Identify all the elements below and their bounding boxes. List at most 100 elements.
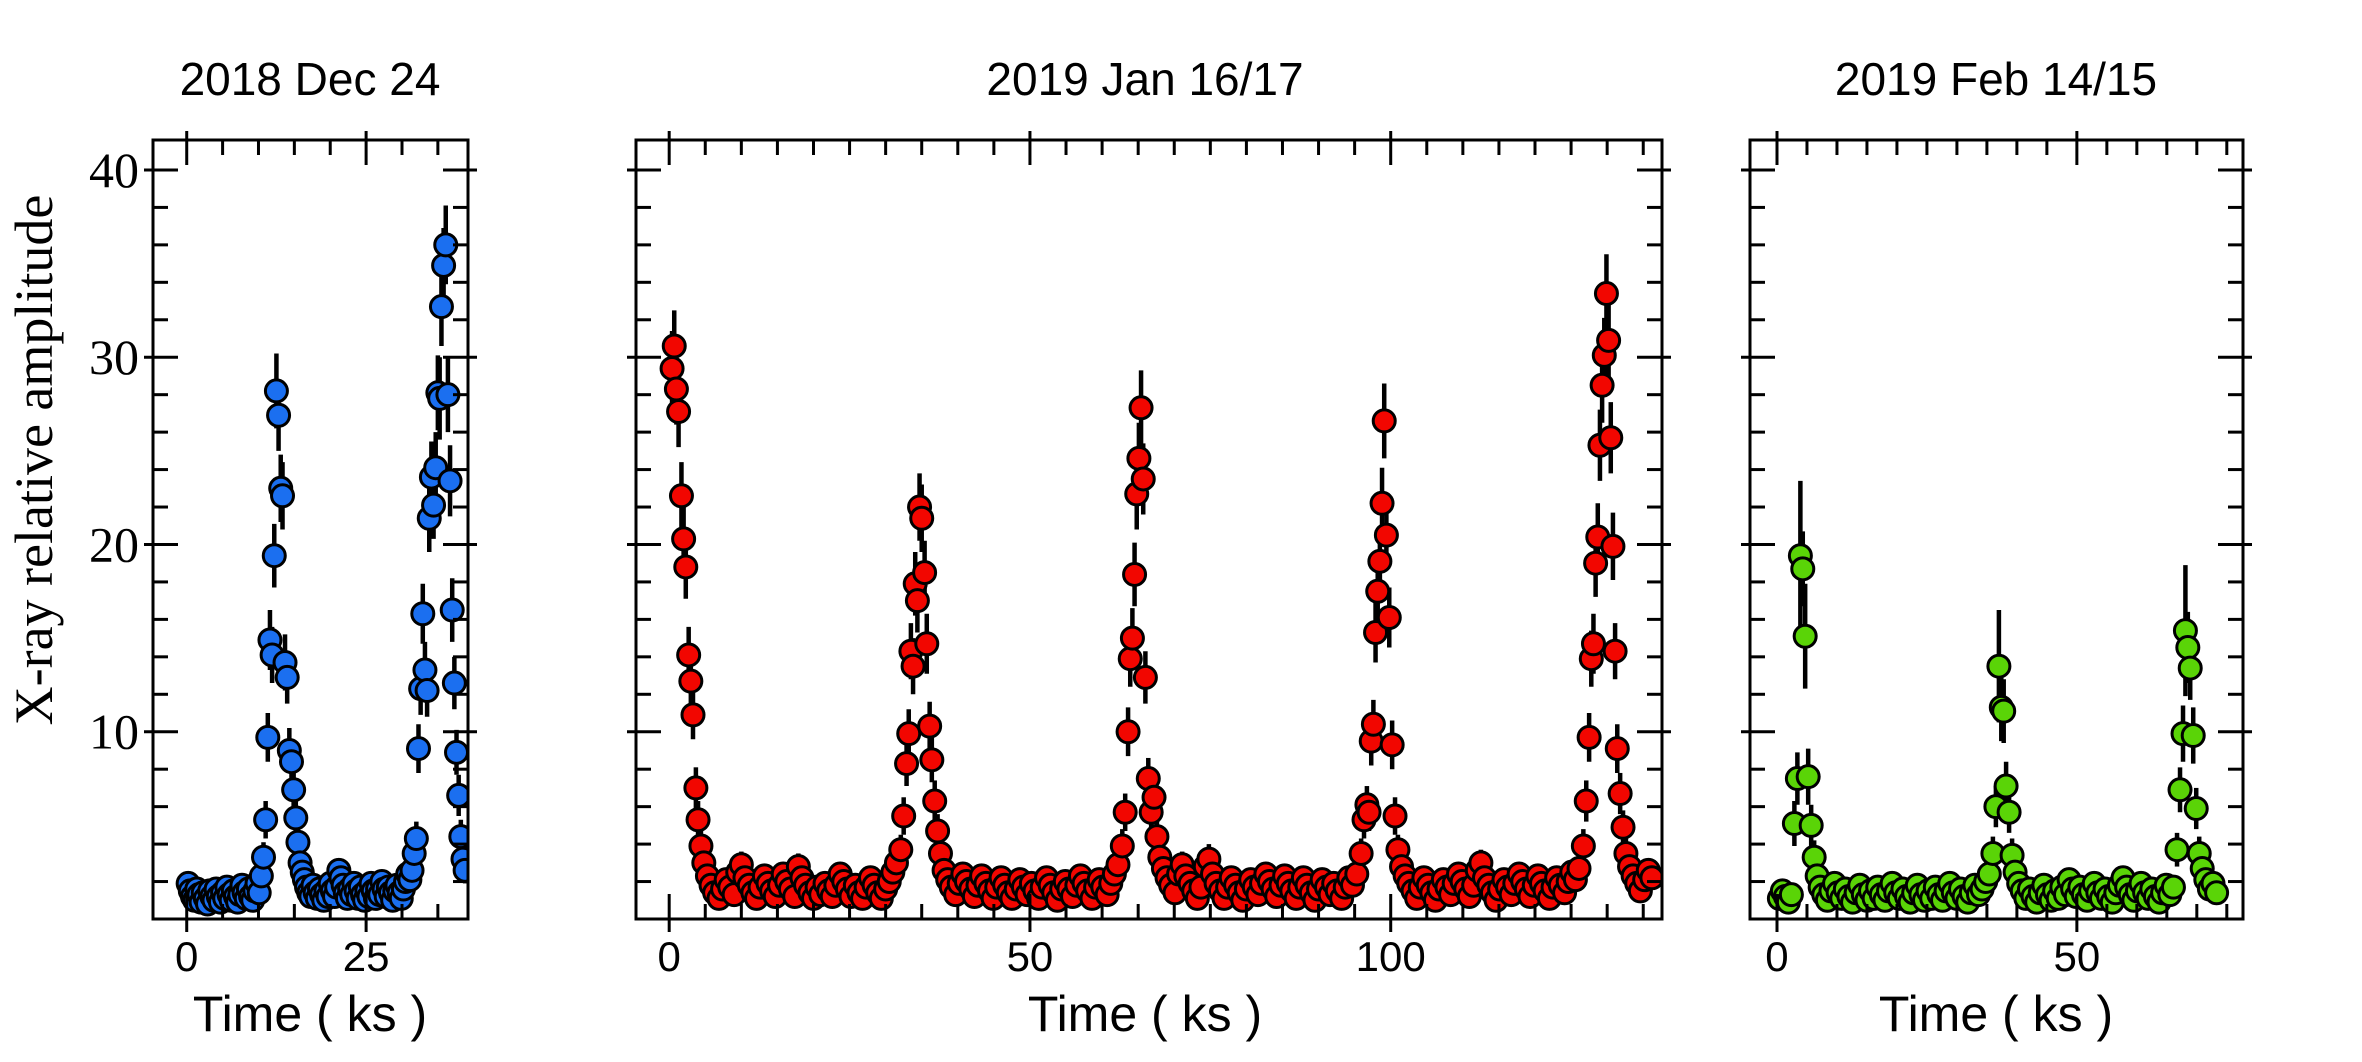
- data-point: [274, 664, 300, 690]
- panel1-x-axis-label: Time ( ks ): [192, 986, 428, 1042]
- data-point: [894, 751, 920, 777]
- data-point: [1986, 653, 2012, 679]
- data-point: [1576, 724, 1602, 750]
- data-point: [1360, 711, 1386, 737]
- data-point: [2204, 880, 2230, 906]
- data-point: [431, 252, 457, 278]
- x-tick-label: 100: [1356, 933, 1426, 980]
- data-point: [421, 492, 447, 518]
- data-point: [1583, 550, 1609, 576]
- data-point: [283, 805, 309, 831]
- y-tick-label: 30: [89, 329, 139, 385]
- data-point: [896, 721, 922, 747]
- error-bars: [185, 205, 468, 912]
- x-tick-label: 0: [1765, 933, 1788, 980]
- x-tick-label: 50: [1007, 933, 1054, 980]
- data-point: [1792, 623, 1818, 649]
- data-point: [1598, 425, 1624, 451]
- data-point: [1798, 812, 1824, 838]
- data-points: [175, 232, 468, 917]
- data-point: [683, 775, 709, 801]
- data-point: [925, 818, 951, 844]
- axis-ticks: [144, 131, 477, 932]
- data-point: [1365, 578, 1391, 604]
- data-point: [1991, 698, 2017, 724]
- data-point: [439, 597, 465, 623]
- data-point: [1570, 833, 1596, 859]
- plot-frame: [634, 138, 1664, 921]
- data-point: [676, 642, 702, 668]
- y-tick-label: 10: [89, 704, 139, 760]
- data-point: [1117, 646, 1143, 672]
- data-point: [414, 678, 440, 704]
- plot-frame: [151, 138, 470, 921]
- data-point: [1122, 561, 1148, 587]
- data-points: [1766, 543, 2230, 915]
- data-point: [661, 333, 687, 359]
- data-point: [1348, 840, 1374, 866]
- data-point: [1610, 814, 1636, 840]
- data-point: [1126, 445, 1152, 471]
- data-point: [663, 376, 689, 402]
- data-point: [437, 468, 463, 494]
- data-point: [1976, 861, 2002, 887]
- data-point: [263, 378, 289, 404]
- data-point: [1589, 372, 1615, 398]
- data-point: [909, 505, 935, 531]
- data-series: [659, 254, 1662, 913]
- data-point: [891, 803, 917, 829]
- panel3-x-axis-label: Time ( ks ): [1878, 986, 2114, 1042]
- data-point: [1363, 619, 1389, 645]
- data-point: [1607, 781, 1633, 807]
- data-point: [1141, 784, 1167, 810]
- data-point: [2175, 634, 2201, 660]
- panel2-title: 2019 Jan 16/17: [986, 53, 1304, 105]
- axis-ticks: [627, 131, 1671, 932]
- data-point: [1604, 736, 1630, 762]
- data-point: [1573, 788, 1599, 814]
- data-point: [1367, 548, 1393, 574]
- data-point: [668, 483, 694, 509]
- data-point: [1132, 664, 1158, 690]
- data-point: [1596, 327, 1622, 353]
- data-point: [1356, 799, 1382, 825]
- data-point: [922, 788, 948, 814]
- panel-3: 0 50: [1741, 131, 2252, 980]
- data-point: [1580, 631, 1606, 657]
- data-point: [255, 724, 281, 750]
- data-point: [2180, 722, 2206, 748]
- data-points: [659, 281, 1662, 913]
- plot-frame: [1748, 138, 2245, 921]
- data-point: [281, 777, 307, 803]
- data-point: [904, 588, 930, 614]
- panel3-title: 2019 Feb 14/15: [1834, 53, 2158, 105]
- data-point: [270, 483, 296, 509]
- data-point: [1996, 799, 2022, 825]
- data-point: [1795, 764, 1821, 790]
- y-tick-label: 40: [89, 142, 139, 198]
- data-point: [278, 749, 304, 775]
- x-tick-label: 50: [2054, 933, 2101, 980]
- data-point: [673, 554, 699, 580]
- data-point: [671, 526, 697, 552]
- data-point: [678, 668, 704, 694]
- y-tick-labels: 10 20 30 40: [89, 142, 139, 760]
- data-point: [266, 402, 292, 428]
- data-point: [1130, 466, 1156, 492]
- data-series: [1766, 480, 2230, 915]
- data-point: [446, 782, 468, 808]
- panel-2: 0 50 100: [627, 131, 1671, 980]
- y-tick-label: 20: [89, 516, 139, 572]
- x-tick-labels: 0 25: [175, 933, 389, 980]
- data-point: [685, 807, 711, 833]
- data-point: [680, 702, 706, 728]
- data-point: [1790, 556, 1816, 582]
- axis-ticks: [1741, 131, 2252, 932]
- data-point: [2164, 837, 2190, 863]
- data-point: [1115, 719, 1141, 745]
- data-series: [175, 205, 468, 917]
- data-point: [1119, 625, 1145, 651]
- data-point: [659, 355, 685, 381]
